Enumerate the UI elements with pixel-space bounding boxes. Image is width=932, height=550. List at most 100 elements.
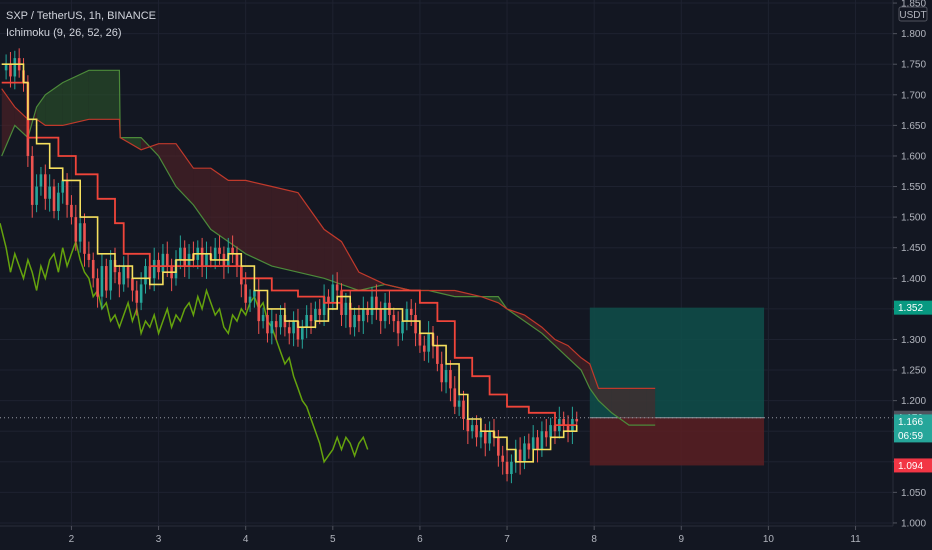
candle-body [383,302,387,322]
cloud-segment [193,168,211,230]
candle-body [270,321,274,334]
price-tick-label: 1.300 [901,335,926,346]
time-tick-label: 2 [69,534,75,545]
cloud-segment [568,345,582,371]
cloud-segment [14,107,28,138]
base-line [1,81,577,426]
cloud-segment [589,363,599,401]
price-tick-label: 1.650 [901,121,926,132]
price-tick-label: 1.000 [901,518,926,529]
time-tick-label: 5 [330,534,336,545]
candle-body [562,418,565,426]
candle-body [179,247,182,260]
candle-body [470,425,474,432]
candle-body [566,425,570,432]
candle-body [104,266,108,291]
candle-body [505,461,509,475]
price-axis[interactable] [893,0,932,526]
candle-body [244,284,247,303]
candle-body [414,314,417,334]
candle-body [488,431,491,444]
candle-body [396,321,400,334]
candle-body [43,174,47,199]
candle-body [422,345,426,352]
candle-body [318,308,322,315]
time-tick-label: 9 [679,534,685,545]
time-tick-label: 11 [850,534,861,545]
candle-body [118,272,121,285]
candle-body [427,333,430,352]
price-tick-label: 1.400 [901,274,926,285]
candle-body [248,296,252,303]
candle-body [287,327,291,334]
candle-body [83,223,86,254]
stop-price-label: 1.094 [898,461,923,472]
candle-body [436,345,439,364]
candle-body [466,418,470,432]
candle-body [91,259,95,279]
candle-body [274,321,278,328]
candle-body [231,247,234,254]
time-tick-label: 4 [243,534,249,545]
target-price-label-bg [894,300,932,315]
leading-span-b [1,88,656,389]
currency-badge[interactable]: USDT [898,6,928,22]
candle-body [327,296,330,303]
currency-label: USDT [899,10,926,21]
candle-body [279,314,282,328]
candle-body [257,290,261,322]
time-axis[interactable] [0,526,932,550]
candle-body [9,64,12,77]
candle-body [78,223,82,242]
candle-body [536,437,539,450]
candle-body [253,290,256,297]
symbol-title[interactable]: SXP / TetherUS, 1h, BINANCE [6,10,156,22]
candle-body [161,253,165,273]
candle-body [549,425,552,438]
conversion-line [1,63,578,463]
price-tick-label: 1.500 [901,213,926,224]
candle-body [501,455,505,462]
cloud-segment [341,241,359,291]
candle-body [96,278,99,297]
ichimoku-cloud [1,69,656,426]
candle-body [540,431,544,450]
candle-body [100,266,104,297]
candle-body [418,333,422,346]
long-position-tool[interactable] [589,307,765,466]
cloud-segment [598,388,612,413]
lagging-span [0,223,369,464]
candle-body [353,314,356,328]
candle-body [405,308,409,322]
indicator-title[interactable]: Ichimoku (9, 26, 52, 26) [6,27,122,39]
candle-body [335,284,339,291]
candle-body [131,278,134,291]
candle-body [370,296,374,315]
candle-body [375,296,378,309]
candle-body [322,296,326,315]
candle-body [497,437,500,456]
candle-body [87,253,91,260]
price-tick-label: 1.050 [901,488,926,499]
candle-body [305,314,308,328]
candle-body [292,321,295,334]
candle-body [518,449,522,462]
cloud-segment [541,327,555,346]
candle-body [527,443,531,450]
cloud-segment [45,82,63,126]
bar-countdown-label: 06:59 [898,431,923,442]
candle-body [409,308,413,315]
candle-body [235,253,239,267]
candle-body [152,259,156,279]
candle-body [139,284,143,303]
candle-body [479,431,483,438]
price-tick-label: 1.200 [901,396,926,407]
candle-body [348,302,352,328]
stop-zone [589,417,765,466]
candle-body [392,314,396,322]
lagging-span-line [0,223,369,464]
candle-body [531,437,535,450]
candle-body [39,174,43,187]
